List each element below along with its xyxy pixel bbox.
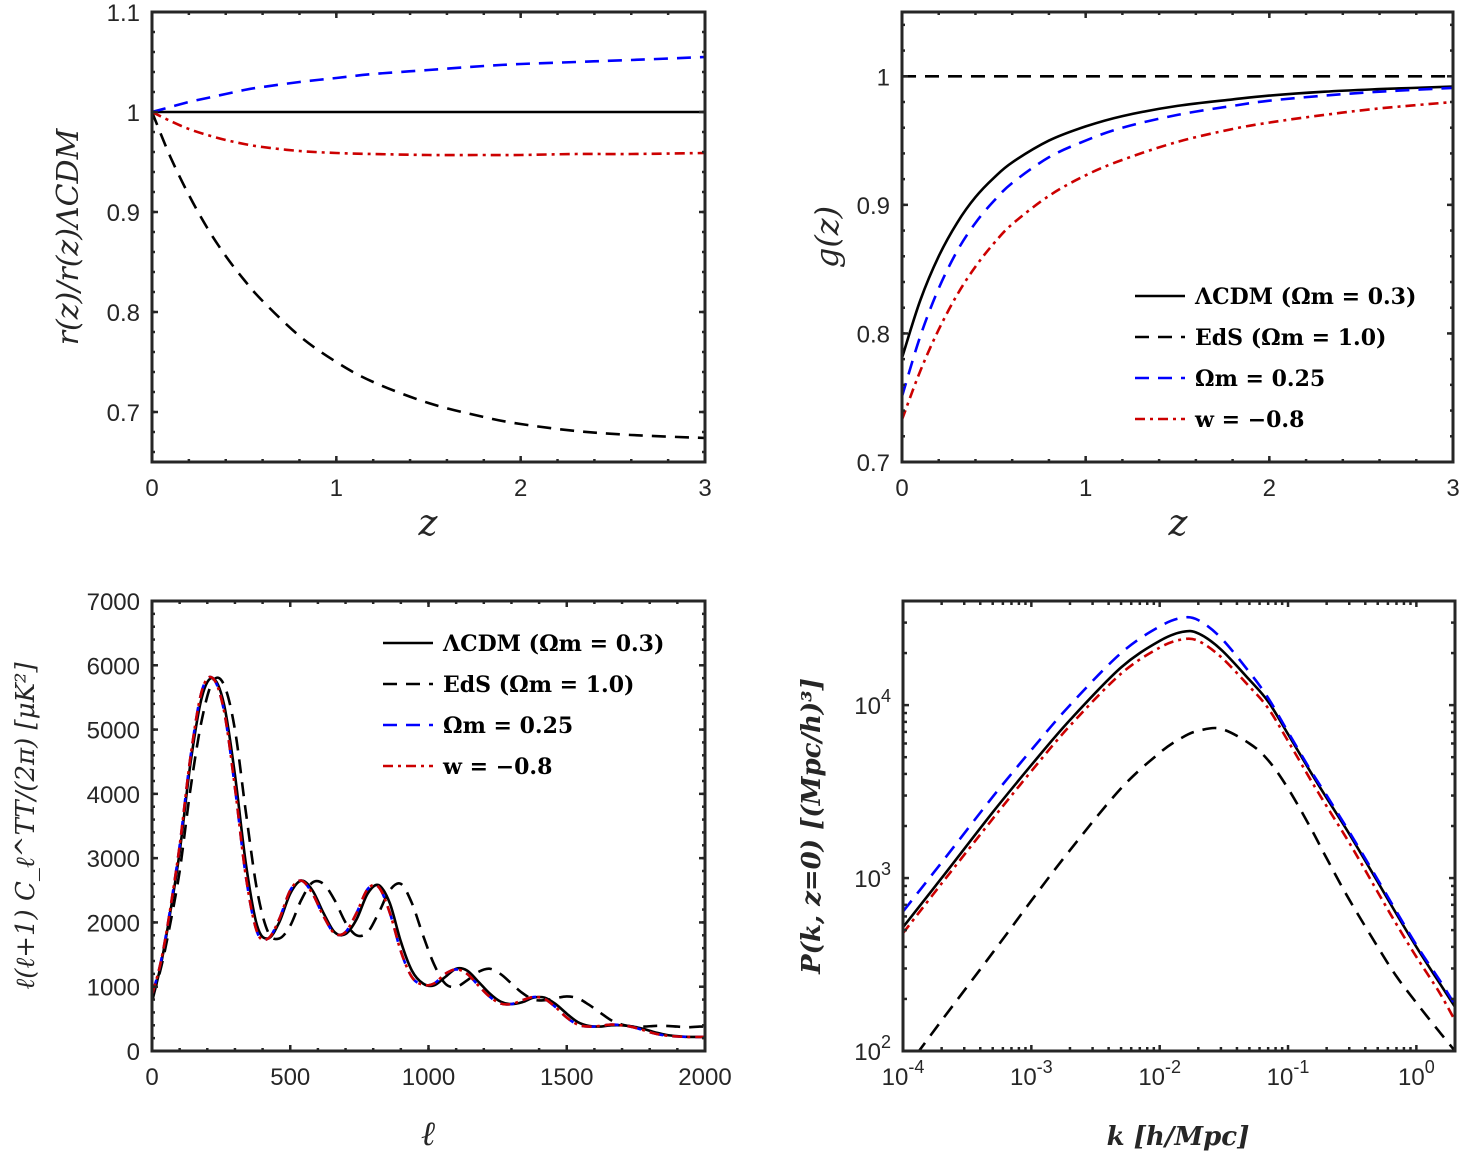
series-line-om025 xyxy=(152,675,705,1039)
legend-label-om025: Ωm = 0.25 xyxy=(443,713,573,739)
x-axis-label: k [h/Mpc] xyxy=(1107,1122,1250,1152)
y-axis-label: g(z) xyxy=(808,206,846,268)
y-tick-label: 0.7 xyxy=(107,400,140,427)
tick-labels: 10-4 10-3 10-2 10-1 100 102 103 104 xyxy=(854,686,1434,1091)
x-axis-label: z xyxy=(1168,503,1189,544)
legend-label-eds: EdS (Ωm = 1.0) xyxy=(1195,325,1386,351)
y-tick-label: 0.7 xyxy=(857,450,890,477)
y-axis-label-group: ℓ(ℓ+1) C_ℓ^TT/(2π) [μK²] xyxy=(11,662,41,990)
y-tick-label: 103 xyxy=(854,859,891,893)
legend-label-w08: w = −0.8 xyxy=(442,754,552,780)
x-tick-label: 3 xyxy=(1446,475,1459,502)
y-tick-label: 104 xyxy=(854,686,891,720)
series-line-lcdm xyxy=(903,629,1455,1008)
y-tick-label: 1000 xyxy=(87,975,140,1002)
panel-growth: 0 1 2 3 0.7 0.8 0.9 1 z g(z) ΛCDM (Ωm = 0.3) EdS… xyxy=(808,10,1460,544)
series-line-om025 xyxy=(902,86,1453,397)
series-line-om025 xyxy=(152,55,705,114)
axes-frame xyxy=(900,10,1455,464)
tick-labels: 0 1 2 3 0.7 0.8 0.9 1 1.1 xyxy=(107,0,712,502)
x-tick-label: 2 xyxy=(514,475,527,502)
x-tick-label: 100 xyxy=(1398,1057,1435,1091)
series-line-lcdm xyxy=(902,85,1453,359)
x-tick-label: 0 xyxy=(145,475,158,502)
x-tick-label: 0 xyxy=(145,1064,158,1091)
x-tick-label: 1 xyxy=(330,475,343,502)
panel-distance-ratio: 0 1 2 3 0.7 0.8 0.9 1 1.1 z r(z)/r(z)ΛCDM xyxy=(51,0,712,544)
tick-labels: 0 500 1000 1500 2000 0 1000 2000 3000 4000 5000 600… xyxy=(87,589,732,1091)
curves xyxy=(152,675,705,1039)
x-tick-label: 10-2 xyxy=(1138,1057,1181,1091)
x-axis-label: ℓ xyxy=(421,1114,435,1154)
y-tick-label: 6000 xyxy=(87,653,140,680)
x-tick-label: 1 xyxy=(1079,475,1092,502)
series-line-w08 xyxy=(152,675,705,1039)
y-axis-label-group: g(z) xyxy=(808,206,846,268)
ticks xyxy=(150,10,707,462)
legend-label-lcdm: ΛCDM (Ωm = 0.3) xyxy=(1194,284,1416,310)
series-line-eds xyxy=(917,726,1455,1051)
y-tick-label: 0.8 xyxy=(857,321,890,348)
x-axis-label: z xyxy=(418,503,439,544)
ticks xyxy=(901,599,1457,1053)
legend-label-eds: EdS (Ωm = 1.0) xyxy=(443,672,634,698)
tick-labels: 0 1 2 3 0.7 0.8 0.9 1 xyxy=(857,64,1460,502)
y-axis-label-group: P(k, z=0) [(Mpc/h)³] xyxy=(797,678,827,975)
legend-label-om025: Ωm = 0.25 xyxy=(1195,366,1325,392)
series-line-eds xyxy=(152,676,705,1029)
y-axis-label: P(k, z=0) [(Mpc/h)³] xyxy=(797,678,827,975)
series-line-eds xyxy=(152,111,705,440)
series-line-w08 xyxy=(152,110,705,157)
x-tick-label: 3 xyxy=(698,475,711,502)
y-tick-label: 2000 xyxy=(87,910,140,937)
legend: ΛCDM (Ωm = 0.3) EdS (Ωm = 1.0) Ωm = 0.25 w … xyxy=(383,631,664,780)
x-tick-label: 0 xyxy=(895,475,908,502)
x-tick-label: 10-3 xyxy=(1010,1057,1053,1091)
y-axis-label: ℓ(ℓ+1) C_ℓ^TT/(2π) [μK²] xyxy=(11,662,41,990)
series-line-lcdm xyxy=(152,676,705,1039)
panel-cmb-tt: 0 500 1000 1500 2000 0 1000 2000 3000 4000 5000 600… xyxy=(11,589,732,1154)
legend-label-w08: w = −0.8 xyxy=(1194,407,1304,433)
y-tick-label: 1.1 xyxy=(107,0,140,27)
curves xyxy=(152,55,705,440)
y-axis-label-group: r(z)/r(z)ΛCDM xyxy=(51,127,86,345)
y-tick-label: 0 xyxy=(127,1039,140,1066)
ticks xyxy=(900,12,1455,464)
curves xyxy=(903,615,1455,1051)
y-tick-label: 5000 xyxy=(87,718,140,745)
series-line-w08 xyxy=(902,100,1453,421)
ticks xyxy=(150,599,707,1053)
axes-frame xyxy=(150,10,707,464)
legend: ΛCDM (Ωm = 0.3) EdS (Ωm = 1.0) Ωm = 0.25 w … xyxy=(1135,284,1416,433)
y-tick-label: 7000 xyxy=(87,589,140,616)
y-tick-label: 1 xyxy=(127,100,140,127)
x-tick-label: 500 xyxy=(270,1064,310,1091)
x-tick-label: 10-1 xyxy=(1267,1057,1310,1091)
x-tick-label: 1000 xyxy=(402,1064,455,1091)
y-tick-label: 0.9 xyxy=(107,200,140,227)
x-tick-label: 10-4 xyxy=(882,1057,925,1091)
axes-frame xyxy=(901,599,1457,1053)
legend-label-lcdm: ΛCDM (Ωm = 0.3) xyxy=(442,631,664,657)
curves xyxy=(902,74,1453,421)
y-tick-label: 0.9 xyxy=(857,193,890,220)
y-axis-label: r(z)/r(z)ΛCDM xyxy=(51,127,86,345)
y-tick-label: 1 xyxy=(877,64,890,91)
x-tick-label: 2 xyxy=(1263,475,1276,502)
y-tick-label: 102 xyxy=(854,1032,891,1066)
panel-matter-power: 10-4 10-3 10-2 10-1 100 102 103 104 k [h/Mpc] P… xyxy=(797,599,1457,1152)
series-line-om025 xyxy=(903,615,1455,1006)
x-tick-label: 2000 xyxy=(678,1064,731,1091)
series-line-w08 xyxy=(903,637,1455,1022)
x-tick-label: 1500 xyxy=(540,1064,593,1091)
y-tick-label: 0.8 xyxy=(107,300,140,327)
y-tick-label: 3000 xyxy=(87,846,140,873)
y-tick-label: 4000 xyxy=(87,782,140,809)
axes-frame xyxy=(150,599,707,1053)
